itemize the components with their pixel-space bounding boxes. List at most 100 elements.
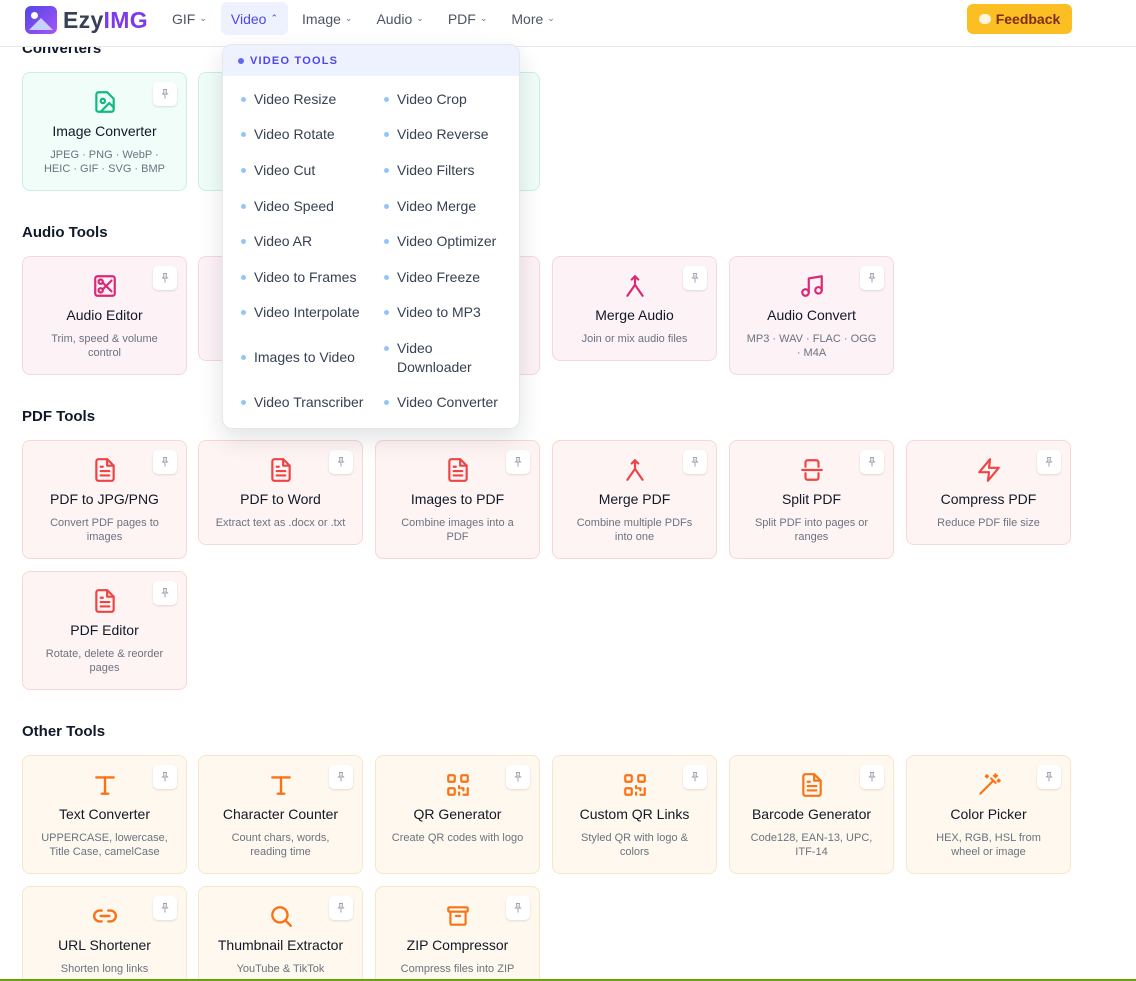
tool-card-barcode-generator[interactable]: Barcode Generator Code128, EAN-13, UPC, …	[729, 755, 894, 874]
tool-card-text-converter[interactable]: Text Converter UPPERCASE, lowercase, Tit…	[22, 755, 187, 874]
tool-card-compress-pdf[interactable]: Compress PDF Reduce PDF file size	[906, 440, 1071, 545]
tool-card-images-to-pdf[interactable]: Images to PDF Combine images into a PDF	[375, 440, 540, 559]
card-title: PDF to Word	[240, 491, 321, 507]
pin-icon[interactable]	[329, 896, 353, 920]
chevron-down-icon: ⌄	[344, 13, 353, 23]
card-title: Compress PDF	[940, 491, 1037, 507]
menu-item-video-freeze[interactable]: Video Freeze	[384, 268, 514, 287]
pin-icon[interactable]	[860, 266, 884, 290]
tool-card-pdf-editor[interactable]: PDF Editor Rotate, delete & reorder page…	[22, 571, 187, 690]
tool-card-qr-generator[interactable]: QR Generator Create QR codes with logo	[375, 755, 540, 874]
card-title: Split PDF	[781, 491, 842, 507]
bullet-icon	[384, 132, 389, 137]
card-title: Merge PDF	[598, 491, 671, 507]
chat-bubble-icon	[978, 14, 991, 24]
pin-icon[interactable]	[153, 82, 177, 106]
menu-item-video-resize[interactable]: Video Resize	[241, 90, 371, 109]
nav-gif[interactable]: GIF ⌄	[172, 10, 207, 27]
menu-item-video-downloader[interactable]: Video Downloader	[384, 339, 484, 377]
card-description: JPEG · PNG · WebP · HEIC · GIF · SVG · B…	[43, 149, 165, 175]
tool-card-zip-compressor[interactable]: ZIP Compressor Compress files into ZIP	[375, 886, 540, 981]
bullet-icon	[384, 310, 389, 315]
card-description: Reduce PDF file size	[937, 517, 1040, 529]
menu-item-video-ar[interactable]: Video AR	[241, 232, 371, 251]
bullet-icon	[241, 275, 246, 280]
pin-icon[interactable]	[153, 765, 177, 789]
tool-card-character-counter[interactable]: Character Counter Count chars, words, re…	[198, 755, 363, 874]
card-description: Convert PDF pages to images	[50, 517, 159, 543]
menu-item-video-rotate[interactable]: Video Rotate	[241, 125, 371, 144]
tool-card-pdf-to-word[interactable]: PDF to Word Extract text as .docx or .tx…	[198, 440, 363, 545]
card-title: Images to PDF	[410, 491, 505, 507]
pin-icon[interactable]	[683, 765, 707, 789]
pin-icon[interactable]	[506, 450, 530, 474]
menu-item-video-converter[interactable]: Video Converter	[384, 393, 514, 412]
menu-item-video-optimizer[interactable]: Video Optimizer	[384, 232, 514, 251]
link-icon	[92, 909, 117, 923]
tool-card-image-converter[interactable]: Image Converter JPEG · PNG · WebP · HEIC…	[22, 72, 187, 191]
bullet-icon	[241, 400, 246, 405]
tool-card-thumbnail-extractor[interactable]: Thumbnail Extractor YouTube & TikTok	[198, 886, 363, 981]
menu-item-video-to-frames[interactable]: Video to Frames	[241, 268, 371, 287]
menu-item-video-interpolate[interactable]: Video Interpolate	[241, 303, 371, 322]
pin-icon[interactable]	[683, 450, 707, 474]
tool-card-color-picker[interactable]: Color Picker HEX, RGB, HSL from wheel or…	[906, 755, 1071, 874]
tool-card-audio-convert[interactable]: Audio Convert MP3 · WAV · FLAC · OGG · M…	[729, 256, 894, 375]
menu-item-video-merge[interactable]: Video Merge	[384, 197, 514, 216]
tool-card-split-pdf[interactable]: Split PDF Split PDF into pages or ranges	[729, 440, 894, 559]
pin-icon[interactable]	[860, 450, 884, 474]
pin-icon[interactable]	[683, 266, 707, 290]
menu-item-video-speed[interactable]: Video Speed	[241, 197, 371, 216]
file-text-icon	[94, 589, 115, 613]
chevron-down-icon: ⌄	[479, 13, 488, 23]
menu-item-video-cut[interactable]: Video Cut	[241, 161, 371, 180]
nav-more[interactable]: More ⌄	[511, 10, 555, 27]
tool-card-custom-qr-links[interactable]: Custom QR Links Styled QR with logo & co…	[552, 755, 717, 874]
card-description: Compress files into ZIP	[400, 963, 515, 975]
pin-icon[interactable]	[329, 765, 353, 789]
tool-card-url-shortener[interactable]: URL Shortener Shorten long links	[22, 886, 187, 981]
brand-logo[interactable]: EzyIMG	[25, 6, 148, 34]
pin-icon[interactable]	[153, 896, 177, 920]
zap-icon	[977, 458, 1000, 482]
tool-card-audio-editor[interactable]: Audio Editor Trim, speed & volume contro…	[22, 256, 187, 375]
image-icon	[94, 91, 115, 113]
pin-icon[interactable]	[153, 450, 177, 474]
bullet-icon	[384, 346, 389, 351]
nav-video[interactable]: Video ⌃	[220, 2, 288, 35]
nav-audio[interactable]: Audio ⌄	[376, 10, 424, 27]
pin-icon[interactable]	[506, 896, 530, 920]
feedback-button[interactable]: Feedback	[967, 4, 1072, 34]
tool-card-merge-audio[interactable]: Merge Audio Join or mix audio files	[552, 256, 717, 361]
menu-item-images-to-video[interactable]: Images to Video	[241, 348, 371, 367]
menu-item-video-crop[interactable]: Video Crop	[384, 90, 514, 109]
card-description: Shorten long links	[60, 963, 149, 975]
card-title: Barcode Generator	[751, 806, 872, 822]
pin-icon[interactable]	[1037, 450, 1061, 474]
chevron-up-icon: ⌃	[270, 13, 278, 23]
pin-icon[interactable]	[506, 765, 530, 789]
menu-item-video-reverse[interactable]: Video Reverse	[384, 125, 514, 144]
chevron-down-icon: ⌄	[547, 13, 555, 23]
type-icon	[94, 776, 115, 795]
pin-icon[interactable]	[329, 450, 353, 474]
card-title: Character Counter	[222, 806, 339, 822]
bullet-icon	[241, 310, 246, 315]
pin-icon[interactable]	[1037, 765, 1061, 789]
menu-item-video-to-mp3[interactable]: Video to MP3	[384, 303, 514, 322]
card-title: PDF to JPG/PNG	[50, 491, 159, 507]
menu-item-video-filters[interactable]: Video Filters	[384, 161, 514, 180]
tool-card-pdf-to-jpg[interactable]: PDF to JPG/PNG Convert PDF pages to imag…	[22, 440, 187, 559]
card-title: URL Shortener	[58, 937, 151, 953]
bullet-icon	[384, 400, 389, 405]
nav-pdf[interactable]: PDF ⌄	[447, 10, 488, 27]
bullet-icon	[384, 97, 389, 102]
tool-card-merge-pdf[interactable]: Merge PDF Combine multiple PDFs into one	[552, 440, 717, 559]
card-description: Count chars, words, reading time	[231, 832, 330, 858]
menu-item-video-transcriber[interactable]: Video Transcriber	[241, 393, 371, 412]
nav-image[interactable]: Image ⌄	[302, 10, 353, 27]
pin-icon[interactable]	[860, 765, 884, 789]
pin-icon[interactable]	[153, 581, 177, 605]
pin-icon[interactable]	[153, 266, 177, 290]
search-icon	[270, 906, 292, 927]
